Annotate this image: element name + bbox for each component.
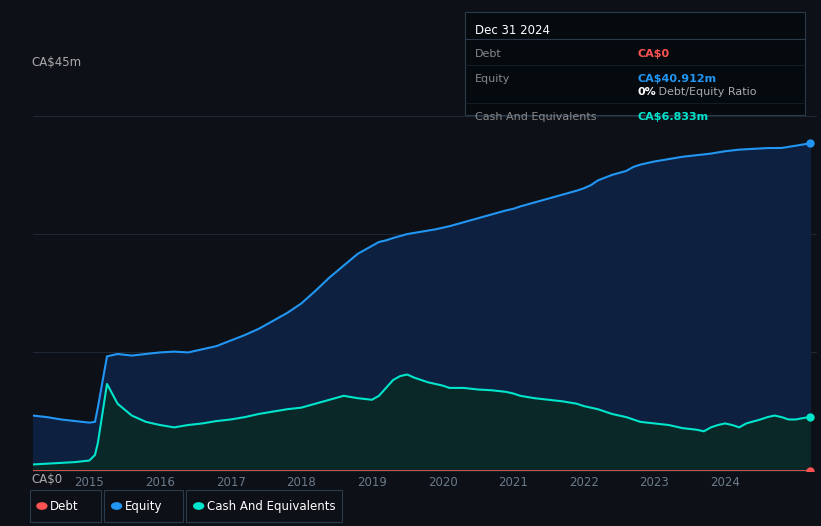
Text: CA$40.912m: CA$40.912m [637,74,716,84]
Text: CA$0: CA$0 [637,49,669,59]
Text: 0%: 0% [637,87,656,97]
Text: Cash And Equivalents: Cash And Equivalents [207,500,336,512]
Text: Equity: Equity [475,74,510,84]
Text: CA$0: CA$0 [31,473,62,485]
Text: Cash And Equivalents: Cash And Equivalents [475,112,596,122]
Text: Debt/Equity Ratio: Debt/Equity Ratio [655,87,757,97]
Text: Equity: Equity [125,500,163,512]
Text: Debt: Debt [50,500,79,512]
Text: CA$6.833m: CA$6.833m [637,112,709,122]
Text: Dec 31 2024: Dec 31 2024 [475,24,549,37]
Text: CA$45m: CA$45m [31,56,81,69]
Text: Debt: Debt [475,49,502,59]
